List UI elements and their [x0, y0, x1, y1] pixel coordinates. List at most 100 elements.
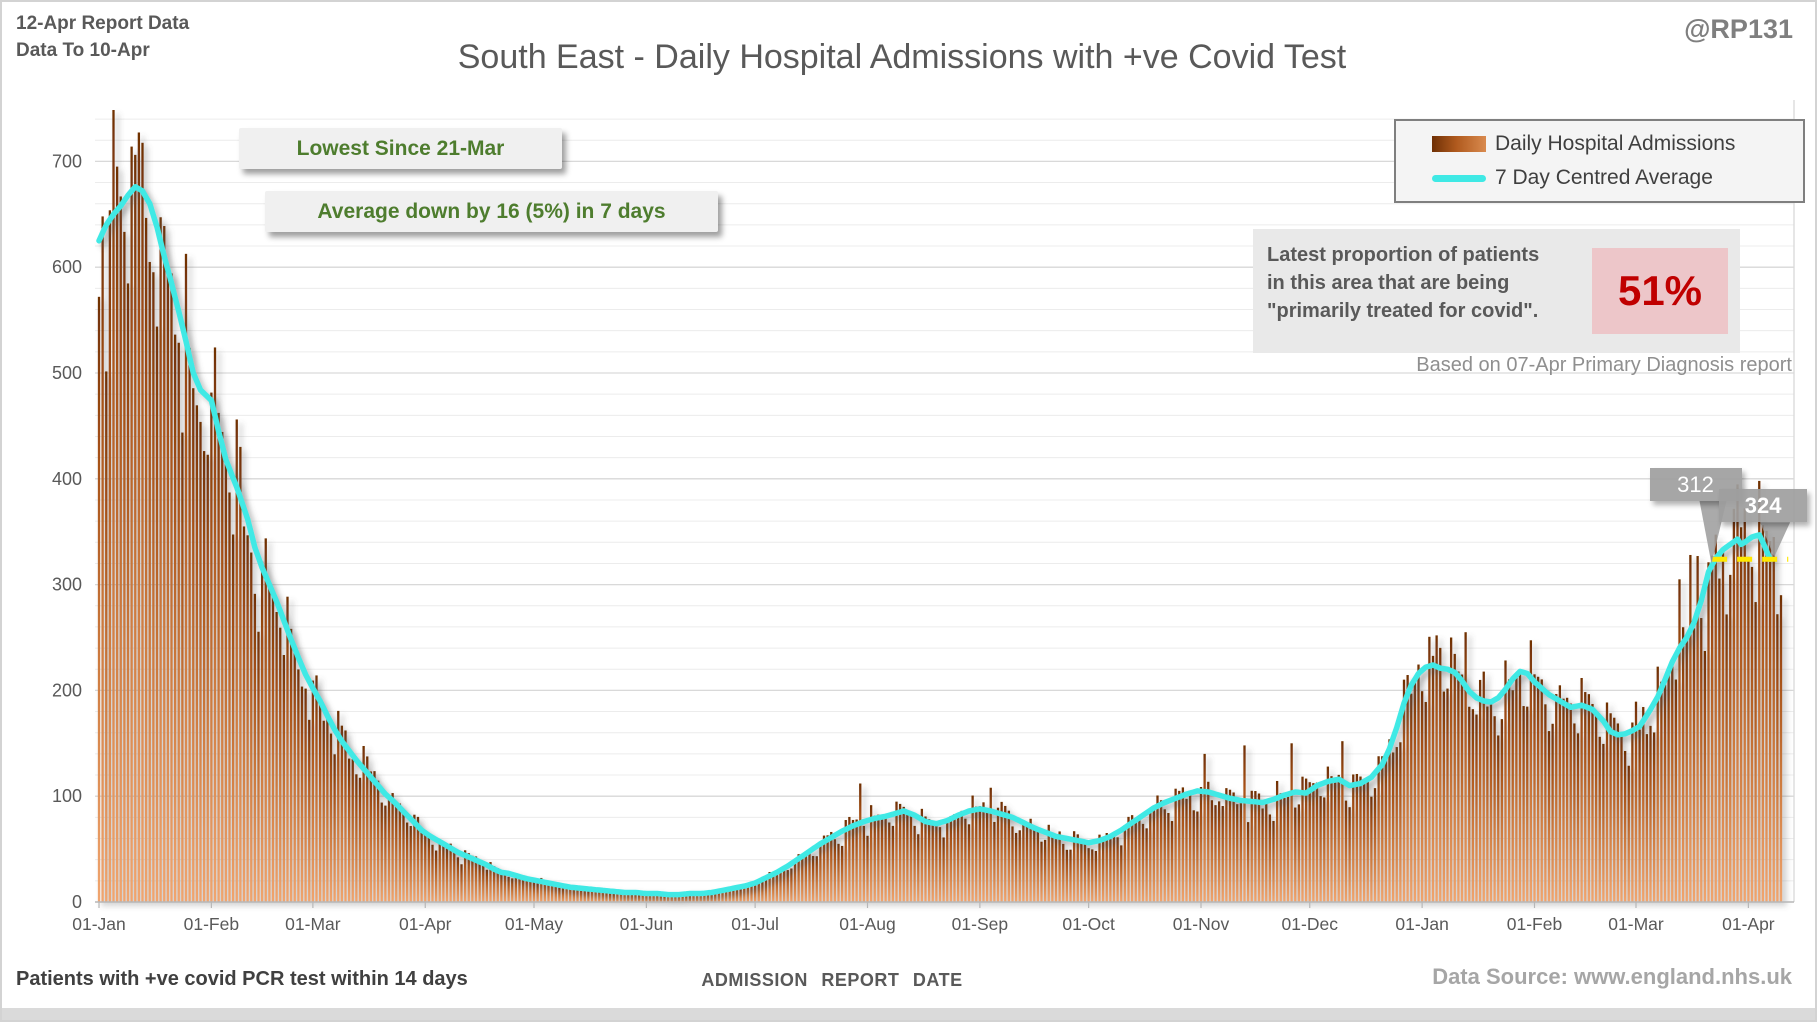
- bar: [1072, 831, 1076, 902]
- bar: [1127, 816, 1130, 902]
- bar: [1210, 800, 1214, 902]
- bar: [1000, 801, 1003, 902]
- bar: [1134, 822, 1137, 902]
- bar: [869, 805, 873, 902]
- bar: [848, 816, 851, 902]
- x-axis-label: 01-Feb: [184, 914, 239, 934]
- bar: [761, 881, 764, 902]
- bar: [862, 826, 866, 902]
- bar: [743, 884, 746, 902]
- bar: [674, 894, 677, 902]
- bar: [1649, 725, 1652, 902]
- bar: [1217, 801, 1221, 902]
- report-date-line1: 12-Apr Report Data: [16, 13, 190, 34]
- legend-label-average: 7 Day Centred Average: [1495, 166, 1713, 190]
- y-axis-label: 500: [52, 363, 82, 383]
- bar: [518, 875, 521, 902]
- bar: [1178, 790, 1181, 902]
- bar: [199, 421, 202, 902]
- bar: [605, 891, 608, 902]
- x-axis-label: 01-Jan: [72, 914, 126, 934]
- bar: [768, 872, 771, 902]
- y-axis-label: 200: [52, 680, 82, 700]
- bar: [598, 889, 601, 902]
- bar: [576, 887, 579, 902]
- bar: [1486, 706, 1489, 902]
- bar: [391, 793, 394, 902]
- bar: [366, 756, 369, 902]
- bar: [1710, 555, 1714, 902]
- bar: [1043, 839, 1047, 902]
- bar: [141, 142, 144, 902]
- bar: [373, 771, 376, 902]
- bar: [1228, 789, 1232, 902]
- author-watermark: @RP131: [1684, 14, 1793, 44]
- bar: [844, 820, 847, 902]
- bar: [1149, 808, 1152, 902]
- bar: [641, 892, 644, 902]
- bar: [434, 850, 438, 902]
- bar: [246, 535, 249, 902]
- bar: [1522, 706, 1525, 902]
- bar: [115, 166, 119, 902]
- legend-item-admissions: Daily Hospital Admissions: [1432, 132, 1803, 156]
- bar: [384, 805, 387, 902]
- bar: [1471, 709, 1475, 902]
- bar: [1736, 484, 1739, 902]
- y-axis-label: 100: [52, 786, 82, 806]
- bar: [1054, 835, 1058, 902]
- bar: [358, 777, 362, 902]
- bar: [826, 835, 829, 902]
- bar: [1576, 733, 1580, 902]
- bar: [1265, 803, 1268, 902]
- bar: [1286, 796, 1290, 902]
- bar: [286, 596, 289, 902]
- bar: [453, 849, 456, 902]
- line-series-swatch-icon: [1432, 174, 1486, 182]
- bar: [583, 890, 586, 902]
- bar: [1696, 556, 1699, 902]
- bar: [608, 892, 612, 902]
- bar: [1116, 837, 1119, 902]
- bar: [155, 326, 159, 902]
- bar: [1341, 741, 1344, 902]
- bar: [1562, 698, 1565, 902]
- bar: [105, 371, 108, 902]
- bar: [1196, 811, 1199, 902]
- bar: [550, 882, 554, 902]
- bar: [1323, 797, 1326, 902]
- bar: [525, 877, 528, 902]
- bar: [692, 893, 695, 902]
- bar: [1707, 562, 1710, 902]
- bar: [822, 835, 826, 902]
- bar: [1573, 723, 1576, 902]
- bar: [895, 801, 898, 902]
- bar: [1772, 536, 1775, 902]
- bar: [819, 842, 822, 902]
- bar: [855, 819, 858, 902]
- bar: [195, 405, 199, 902]
- y-axis-description: Patients with +ve covid PCR test within …: [16, 968, 468, 990]
- bar: [1272, 820, 1275, 902]
- bar: [1627, 765, 1630, 902]
- bar: [500, 873, 503, 902]
- legend: Daily Hospital Admissions 7 Day Centred …: [1394, 119, 1805, 203]
- bar: [804, 852, 808, 902]
- bar: [710, 893, 713, 902]
- bar: [685, 894, 688, 902]
- bar: [1344, 800, 1348, 902]
- bar: [235, 419, 238, 902]
- bar: [1779, 595, 1783, 902]
- average-polyline: [96, 184, 1773, 898]
- bar: [1109, 837, 1112, 902]
- bar: [1660, 681, 1663, 902]
- bar: [463, 850, 467, 902]
- bar: [1540, 679, 1543, 902]
- bar: [840, 845, 844, 902]
- bar: [221, 431, 224, 902]
- bar: [152, 272, 155, 903]
- bar: [1362, 781, 1366, 902]
- bar: [750, 883, 753, 902]
- bar: [1750, 566, 1754, 902]
- bar: [202, 451, 206, 902]
